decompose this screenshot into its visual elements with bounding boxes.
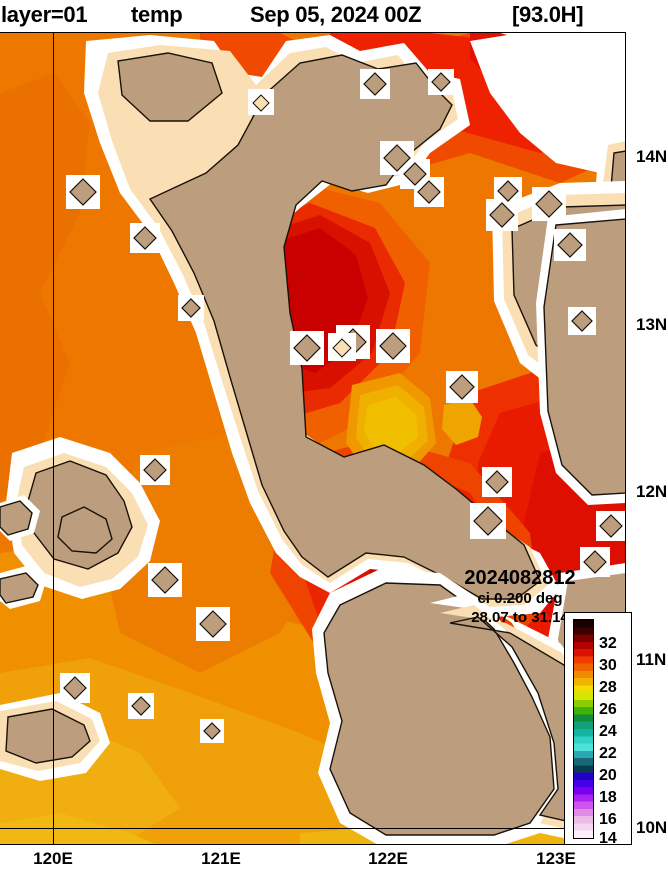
colorbar-label-14: 14 bbox=[599, 830, 617, 847]
x-tick-120E: 120E bbox=[33, 849, 73, 868]
y-tick-10N: 10N bbox=[636, 818, 668, 837]
colorbar-label-20: 20 bbox=[599, 767, 617, 784]
chart-title-bar: layer=01 temp Sep 05, 2024 00Z [93.0H] bbox=[0, 0, 668, 32]
x-tick-123E: 123E bbox=[536, 849, 576, 868]
gridline-120E bbox=[53, 33, 54, 844]
colorbar-label-26: 26 bbox=[599, 701, 617, 718]
title-variable: temp bbox=[131, 2, 183, 27]
gridline-10N bbox=[0, 828, 625, 829]
temperature-contour-field bbox=[0, 33, 625, 844]
title-layer: layer=01 bbox=[1, 2, 88, 27]
field-annotation: 2024082812 ci 0.200 deg 28.07 to 31.14 bbox=[430, 567, 610, 628]
annotation-value-range: 28.07 to 31.14 bbox=[471, 608, 569, 626]
map-plot-area[interactable] bbox=[0, 32, 626, 845]
colorbar-label-32: 32 bbox=[599, 635, 617, 652]
colorbar-label-16: 16 bbox=[599, 811, 617, 828]
title-forecast-hour: [93.0H] bbox=[512, 2, 584, 27]
colorbar-label-18: 18 bbox=[599, 789, 617, 806]
colorbar-gradient bbox=[573, 619, 594, 839]
x-tick-121E: 121E bbox=[201, 849, 241, 868]
y-tick-14N: 14N bbox=[636, 147, 668, 166]
x-tick-122E: 122E bbox=[368, 849, 408, 868]
y-tick-12N: 12N bbox=[636, 482, 668, 501]
title-datetime: Sep 05, 2024 00Z bbox=[250, 2, 422, 27]
y-tick-11N: 11N bbox=[636, 650, 667, 669]
annotation-contour-interval: ci 0.200 deg bbox=[477, 590, 563, 607]
annotation-init-time: 2024082812 bbox=[464, 567, 576, 589]
colorbar-label-30: 30 bbox=[599, 657, 617, 674]
y-tick-13N: 13N bbox=[636, 315, 668, 334]
colorbar-label-24: 24 bbox=[599, 723, 617, 740]
colorbar-label-28: 28 bbox=[599, 679, 617, 696]
colorbar: 32 30 28 26 24 22 20 18 16 14 bbox=[564, 612, 632, 847]
colorbar-label-22: 22 bbox=[599, 745, 617, 762]
